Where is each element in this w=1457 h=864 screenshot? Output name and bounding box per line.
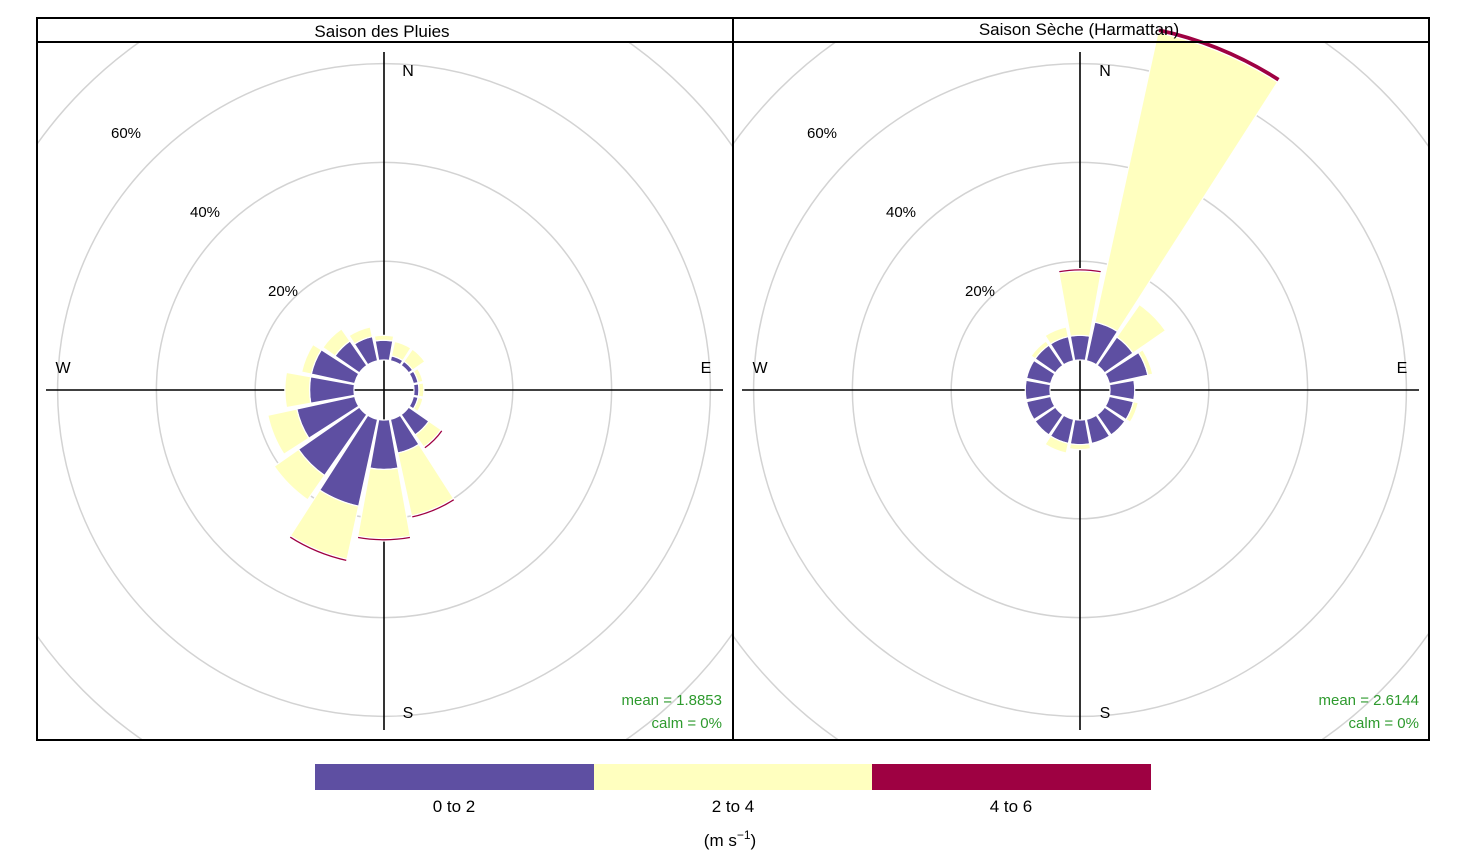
compass-n: N bbox=[402, 63, 414, 80]
legend: 0 to 2 2 to 4 4 to 6 (m s−1) bbox=[315, 764, 1151, 850]
ring-label-60: 60% bbox=[807, 125, 837, 142]
wedge-se-bin2 bbox=[422, 428, 444, 450]
panel-rainy-season: 20% 40% 60% N E S W mean = 1.8853 calm =… bbox=[37, 42, 732, 740]
panel-title-rainy: Saison des Pluies bbox=[314, 22, 449, 41]
wedge-wnw-bin0 bbox=[1025, 359, 1056, 385]
wedge-n-bin0 bbox=[374, 339, 394, 362]
wedge-w-bin0 bbox=[1024, 379, 1052, 401]
wedge-nne-bin1 bbox=[1094, 31, 1279, 333]
wedge-ssw-bin1 bbox=[1044, 435, 1070, 454]
wedge-ne-bin1 bbox=[403, 348, 426, 371]
compass-e: E bbox=[1397, 360, 1408, 377]
wedge-group bbox=[1024, 26, 1282, 454]
wedge-ene-bin1 bbox=[1137, 348, 1154, 376]
compass-axes bbox=[46, 52, 723, 730]
legend-unit: (m s−1) bbox=[704, 828, 756, 850]
wedge-ene-bin1 bbox=[412, 367, 424, 384]
panel-title-dry: Saison Sèche (Harmattan) bbox=[979, 20, 1179, 39]
wedge-wsw-bin0 bbox=[1025, 395, 1056, 421]
wedge-wsw-bin1 bbox=[267, 408, 310, 456]
wedge-ssw-bin2 bbox=[288, 534, 348, 563]
wedge-e-bin0 bbox=[1108, 379, 1136, 401]
wedge-group bbox=[267, 326, 456, 563]
legend-label-0-2: 0 to 2 bbox=[433, 797, 476, 816]
wedge-sse-bin2 bbox=[410, 497, 456, 519]
wedge-w-bin1 bbox=[284, 371, 312, 409]
wedge-nw-bin1 bbox=[1030, 340, 1050, 360]
compass-s: S bbox=[403, 705, 414, 722]
wedge-nw-bin1 bbox=[322, 328, 351, 357]
wedge-n-bin1 bbox=[373, 334, 395, 342]
ring-label-60: 60% bbox=[111, 125, 141, 142]
wedge-ese-bin1 bbox=[1125, 400, 1139, 424]
calm-stat: calm = 0% bbox=[652, 715, 722, 732]
legend-swatch-0-2 bbox=[315, 764, 594, 790]
legend-swatch-2-4 bbox=[594, 764, 872, 790]
mean-stat: mean = 2.6144 bbox=[1319, 692, 1420, 709]
wedge-s-bin1 bbox=[356, 467, 412, 540]
wedge-ne-bin1 bbox=[1116, 303, 1167, 354]
wedge-nnw-bin1 bbox=[1044, 326, 1070, 345]
wedge-wnw-bin1 bbox=[300, 343, 323, 375]
ring-label-40: 40% bbox=[886, 204, 916, 221]
wedge-s-bin2 bbox=[356, 535, 412, 542]
legend-label-2-4: 2 to 4 bbox=[712, 797, 755, 816]
wedge-sw-bin1 bbox=[273, 448, 326, 501]
ring-label-20: 20% bbox=[965, 283, 995, 300]
calm-stat: calm = 0% bbox=[1349, 715, 1419, 732]
wedge-nnw-bin1 bbox=[348, 326, 374, 345]
compass-s: S bbox=[1100, 705, 1111, 722]
wedge-sw-bin0 bbox=[1034, 406, 1064, 436]
legend-swatch-4-6 bbox=[872, 764, 1151, 790]
wedge-nne-bin2 bbox=[1157, 26, 1282, 83]
compass-w: W bbox=[55, 360, 71, 377]
panel-frame bbox=[36, 17, 1430, 741]
wedge-nne-bin1 bbox=[390, 340, 412, 362]
compass-n: N bbox=[1099, 63, 1111, 80]
panel-dry-season: 20% 40% 60% N E S W mean = 2.6144 calm =… bbox=[733, 26, 1429, 740]
wedge-n-bin2 bbox=[1057, 268, 1103, 274]
compass-w: W bbox=[752, 360, 768, 377]
wedge-s-bin1 bbox=[1068, 443, 1092, 451]
ring-label-40: 40% bbox=[190, 204, 220, 221]
wedge-e-bin1 bbox=[417, 382, 425, 398]
ring-label-20: 20% bbox=[268, 283, 298, 300]
mean-stat: mean = 1.8853 bbox=[622, 692, 723, 709]
legend-label-4-6: 4 to 6 bbox=[990, 797, 1033, 816]
compass-e: E bbox=[701, 360, 712, 377]
wedge-se-bin0 bbox=[1096, 406, 1126, 436]
compass-axes bbox=[742, 52, 1419, 730]
wedge-sse-bin0 bbox=[1085, 414, 1111, 445]
wedge-ese-bin1 bbox=[412, 396, 424, 413]
